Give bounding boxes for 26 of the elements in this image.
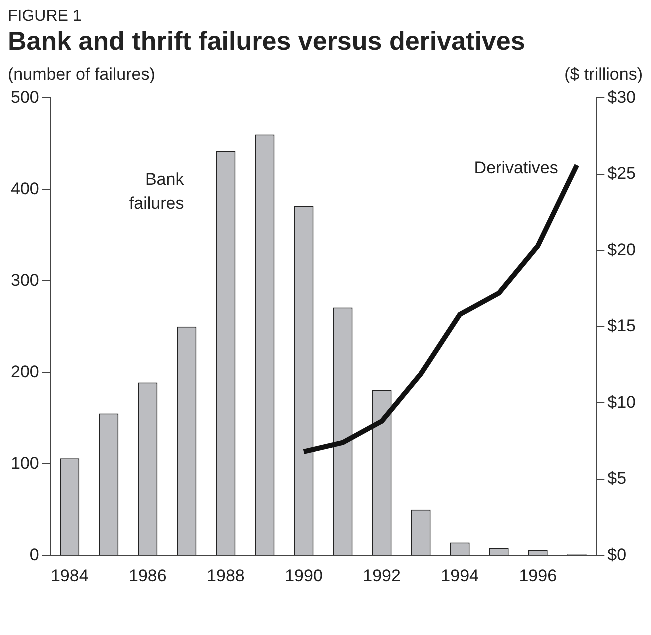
x-tick-label: 1988 — [207, 566, 245, 586]
y2-tick-label: $20 — [608, 240, 636, 260]
chart-title: Bank and thrift failures versus derivatives — [8, 26, 526, 57]
chart-subtitle: FIGURE 1 — [8, 8, 83, 26]
x-tick-label: 1992 — [363, 566, 401, 586]
y-axis-title: (number of failures) — [8, 65, 156, 85]
x-tick-label: 1984 — [50, 566, 89, 586]
x-tick-label: 1994 — [441, 566, 479, 586]
y-tick-label: 500 — [10, 88, 40, 107]
y2-tick-label: $0 — [608, 545, 627, 564]
y2-tick-label: $15 — [608, 316, 636, 336]
y2-tick-label: $5 — [608, 469, 627, 488]
y-tick-label: 0 — [30, 545, 40, 564]
x-tick-label: 1990 — [285, 566, 323, 586]
x-tick-label: 1996 — [519, 566, 558, 586]
y-tick-label: 300 — [10, 270, 40, 290]
series-label: Bank failures — [129, 170, 185, 214]
series-label: Derivatives — [474, 158, 558, 178]
y-tick-label: 400 — [10, 179, 40, 198]
y2-axis-title: ($ trillions) — [564, 65, 643, 85]
y2-tick-label: $10 — [608, 392, 636, 412]
y2-tick-label: $30 — [608, 88, 636, 107]
y2-tick-label: $25 — [608, 164, 636, 184]
y-tick-label: 200 — [10, 362, 40, 382]
y-tick-label: 100 — [10, 454, 40, 473]
x-tick-label: 1986 — [129, 566, 167, 586]
